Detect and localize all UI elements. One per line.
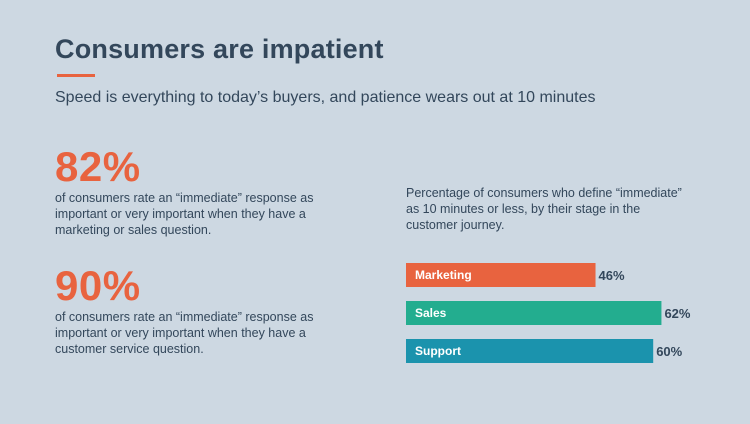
title-underline: [57, 74, 95, 77]
bar-sales: [406, 301, 662, 325]
stat-block-customer-service: 90% of consumers rate an “immediate” res…: [55, 265, 355, 357]
bar-chart: Marketing 46% Sales 62% Support 60%: [406, 263, 691, 363]
bar-group-support: Support 60%: [406, 339, 683, 363]
bar-value-label: 60%: [656, 344, 682, 359]
bar-value-label: 62%: [664, 306, 690, 321]
bar-group-sales: Sales 62%: [406, 301, 691, 325]
stat-description: of consumers rate an “immediate” respons…: [55, 191, 314, 237]
bar-marketing: [406, 263, 596, 287]
chart-title: Percentage of consumers who define “imme…: [406, 186, 682, 232]
bar-value-label: 46%: [599, 268, 625, 283]
stat-value: 82%: [55, 143, 141, 190]
bar-category-label: Support: [415, 344, 461, 358]
bar-group-marketing: Marketing 46%: [406, 263, 625, 287]
stat-value: 90%: [55, 262, 141, 309]
bar-category-label: Sales: [415, 306, 447, 320]
page-subtitle: Speed is everything to today’s buyers, a…: [55, 89, 596, 106]
page-title: Consumers are impatient: [55, 34, 384, 64]
stat-description: of consumers rate an “immediate” respons…: [55, 310, 314, 356]
bar-support: [406, 339, 654, 363]
stat-block-marketing-sales: 82% of consumers rate an “immediate” res…: [55, 146, 355, 238]
bar-category-label: Marketing: [415, 268, 472, 282]
